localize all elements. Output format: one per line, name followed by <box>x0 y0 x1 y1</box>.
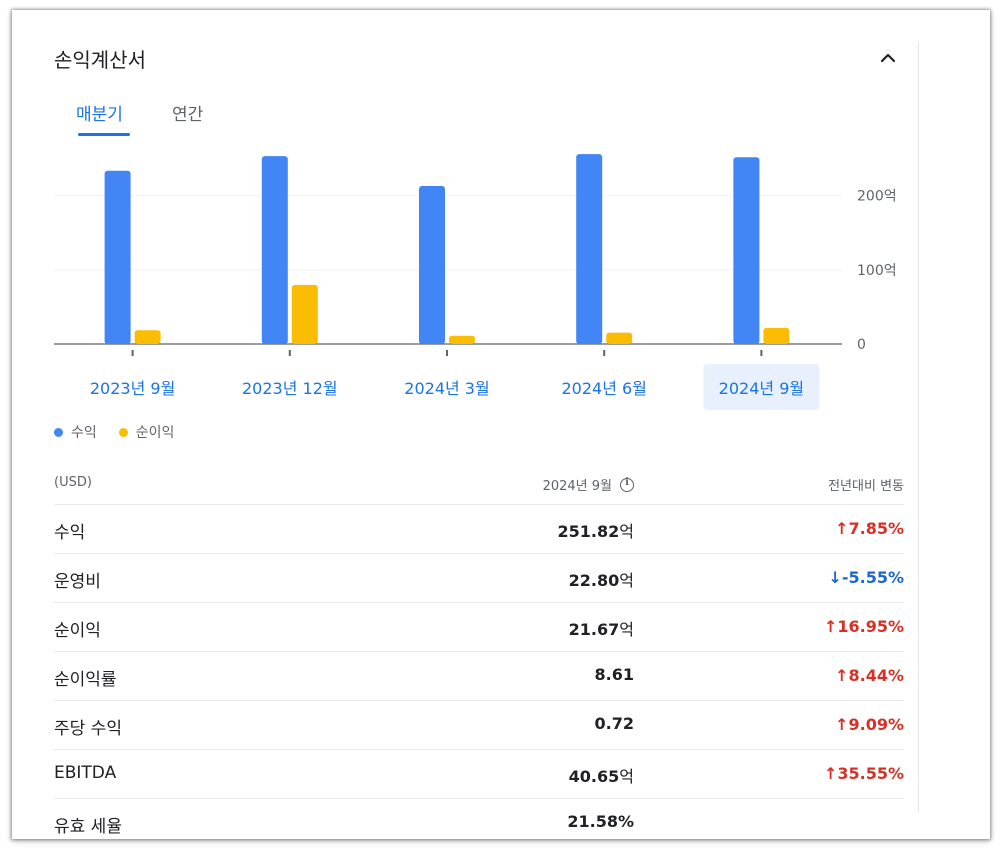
legend-label: 순이익 <box>135 425 175 441</box>
x-tick-label[interactable]: 2024년 6월 <box>561 379 646 398</box>
tab-annual[interactable]: 연간 <box>172 105 204 125</box>
legend-dot-icon <box>54 427 63 437</box>
yoy-change-value: 35.55% <box>837 764 904 783</box>
table-body: 수익 251.82억 ↑7.85% 운영비 22.80억 ↓-5.55% 순이익 21.67억… <box>54 505 904 839</box>
metric-value-number: 251.82 <box>557 522 620 541</box>
period-header: 2024년 9월 <box>543 475 634 494</box>
metric-label: 수익 <box>54 523 86 543</box>
metric-value-unit: 억 <box>619 767 634 786</box>
tab-quarterly[interactable]: 매분기 <box>76 105 123 125</box>
info-icon[interactable] <box>620 477 634 492</box>
table-row: 순이익 21.67억 ↑16.95% <box>54 603 904 652</box>
arrow-up-icon: ↑ <box>835 666 849 685</box>
divider <box>918 42 919 812</box>
metric-label: 순이익 <box>54 621 101 641</box>
yoy-change: ↑35.55% <box>824 764 904 783</box>
revenue-bar[interactable] <box>104 170 131 344</box>
metric-value-number: 8.61 <box>594 665 634 684</box>
y-tick-label: 100억 <box>857 263 897 279</box>
table-row: 수익 251.82억 ↑7.85% <box>54 505 904 554</box>
yoy-change: ↑9.09% <box>835 715 904 734</box>
metric-value-unit: 억 <box>619 571 634 590</box>
metric-value-unit: 억 <box>619 522 634 541</box>
revenue-bar[interactable] <box>576 154 603 344</box>
legend-item: 수익 <box>54 422 97 442</box>
arrow-down-icon: ↓ <box>828 568 842 587</box>
currency-header: (USD) <box>54 475 92 490</box>
metric-label: 순이익률 <box>54 670 117 690</box>
legend-item: 순이익 <box>118 422 175 442</box>
metric-value-number: 40.65 <box>568 767 620 786</box>
arrow-up-icon: ↑ <box>823 617 838 636</box>
yoy-change-value: -5.55% <box>841 568 904 587</box>
yoy-change-value: 8.44% <box>848 666 904 685</box>
metric-value: 21.58% <box>567 812 634 831</box>
table-row: 운영비 22.80억 ↓-5.55% <box>54 554 904 603</box>
metric-value: 8.61 <box>595 665 634 684</box>
net-income-bar[interactable] <box>291 284 318 344</box>
table-header: (USD) 2024년 9월 전년대비 변동 <box>54 458 904 505</box>
x-tick-label[interactable]: 2023년 12월 <box>242 379 338 398</box>
period-header-label: 2024년 9월 <box>542 479 612 494</box>
x-tick-label[interactable]: 2024년 9월 <box>719 379 804 398</box>
section-title: 손익계산서 <box>54 48 146 72</box>
revenue-bar[interactable] <box>419 185 445 344</box>
metric-value: 40.65억 <box>569 763 634 787</box>
x-tick-label[interactable]: 2024년 3월 <box>404 379 489 398</box>
metric-label: 운영비 <box>54 572 101 592</box>
legend-label: 수익 <box>71 425 97 441</box>
x-tick-label[interactable]: 2023년 9월 <box>90 379 175 398</box>
yoy-change-value: 9.09% <box>848 715 904 734</box>
table-row: 순이익률 8.61 ↑8.44% <box>54 652 904 701</box>
metric-label: 주당 수익 <box>54 719 122 739</box>
metric-label: EBITDA <box>54 763 117 783</box>
net-income-bar[interactable] <box>449 335 475 344</box>
tab-active-indicator <box>78 133 130 136</box>
net-income-bar[interactable] <box>606 332 633 344</box>
metric-label: 유효 세율 <box>54 817 122 837</box>
metric-value: 21.67억 <box>569 616 634 640</box>
metric-value-number: 21.67 <box>568 620 620 639</box>
chart-legend: 수익 순이익 <box>54 422 196 442</box>
yoy-change: ↓-5.55% <box>828 568 904 587</box>
yoy-change-header: 전년대비 변동 <box>828 479 904 494</box>
yoy-change: ↑16.95% <box>824 617 904 636</box>
y-tick-label: 0 <box>857 337 866 353</box>
legend-dot-icon <box>118 427 128 437</box>
metric-value-number: 0.72 <box>594 714 634 733</box>
net-income-bar[interactable] <box>134 330 161 344</box>
chevron-up-icon[interactable] <box>876 46 900 70</box>
income-statement-card: 손익계산서 매분기 연간 0 100억 200억 2023년 9월 2023년 12월 2… <box>12 10 990 839</box>
table-row: 유효 세율 21.58% <box>54 799 904 839</box>
table-row: EBITDA 40.65억 ↑35.55% <box>54 750 904 799</box>
revenue-bar[interactable] <box>733 157 760 344</box>
arrow-up-icon: ↑ <box>823 764 838 783</box>
metric-value-number: 21.58% <box>567 812 634 831</box>
net-income-bar[interactable] <box>763 327 790 344</box>
yoy-change-value: 7.85% <box>848 519 904 538</box>
financials-table: (USD) 2024년 9월 전년대비 변동 수익251.82억↑7.85%운영… <box>54 458 904 839</box>
revenue-netincome-chart: 0 100억 200억 2023년 9월 2023년 12월 2024년 3월 2024년 … <box>54 154 897 410</box>
yoy-change-value: 16.95% <box>837 617 904 636</box>
metric-value: 0.72 <box>595 714 634 733</box>
table-row: 주당 수익 0.72 ↑9.09% <box>54 701 904 750</box>
yoy-change: ↑7.85% <box>835 519 904 538</box>
metric-value: 22.80억 <box>569 567 634 591</box>
metric-value-number: 22.80 <box>568 571 620 590</box>
metric-value: 251.82억 <box>558 518 634 542</box>
arrow-up-icon: ↑ <box>835 519 849 538</box>
y-tick-label: 200억 <box>857 189 897 205</box>
revenue-bar[interactable] <box>261 156 288 344</box>
metric-value-unit: 억 <box>619 620 634 639</box>
selected-period-highlight <box>703 364 820 410</box>
yoy-change: ↑8.44% <box>835 666 904 685</box>
arrow-up-icon: ↑ <box>835 715 849 734</box>
